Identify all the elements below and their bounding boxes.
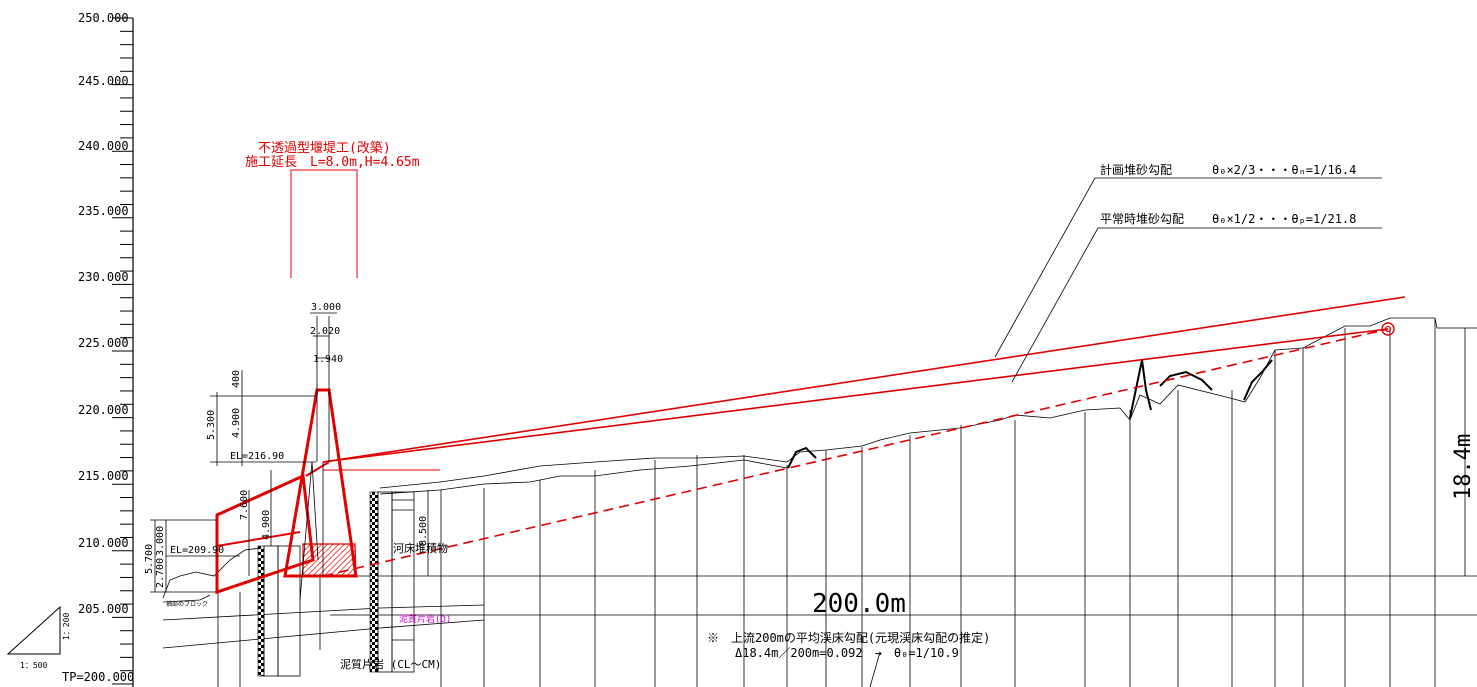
note-line1: ※ 上流200mの平均渓床勾配(元現渓床勾配の推定) <box>707 630 990 645</box>
block-label: 袖部のブロック <box>166 600 208 608</box>
dim-5300: 5.300 <box>206 410 217 440</box>
dim-4900-lower: 4.900 <box>261 510 272 540</box>
axis-label-215: 215.000 <box>78 469 129 483</box>
gradient-annotations: 計画堆砂勾配 θ₀×2/3・・・θₙ=1/16.4 平常時堆砂勾配 θ₀×1/2… <box>994 162 1382 383</box>
axis-label-200: TP=200.000 <box>62 670 134 684</box>
dim-left-3000: 3.000 <box>155 526 166 556</box>
normal-gradient-formula: θ₀×1/2・・・θₚ=1/21.8 <box>1212 212 1356 226</box>
axis-label-205: 205.000 <box>78 602 129 616</box>
geology-labels: 河床堆積物 泥質片岩 (CL～CM) 泥質片岩(D) 袖部のブロック <box>166 541 451 671</box>
station-lines <box>217 318 1436 687</box>
mudstone-label: 泥質片岩 (CL～CM) <box>340 657 441 671</box>
axis-ticks <box>112 17 133 685</box>
dim-400: 400 <box>231 370 242 388</box>
span-200m: 200.0m <box>812 589 906 619</box>
dam-structure <box>215 388 358 601</box>
normal-gradient-line <box>322 328 1389 463</box>
pink-geology-label: 泥質片岩(D) <box>399 613 451 625</box>
crest-elevation: EL=216.90 <box>230 451 284 462</box>
axis-label-245: 245.000 <box>78 74 129 88</box>
note-line2: Δ18.4m／200m=0.092 → θ₀=1/10.9 <box>735 646 959 660</box>
riverbed-deposit-label: 河床堆積物 <box>393 541 448 555</box>
normal-gradient-label: 平常時堆砂勾配 <box>1100 212 1184 226</box>
axis-label-235: 235.000 <box>78 204 129 218</box>
elevation-axis: 250.000 245.000 240.000 235.000 230.000 … <box>62 11 134 687</box>
axis-label-240: 240.000 <box>78 139 129 153</box>
riverbed-gradient-line <box>322 328 1389 577</box>
planned-gradient-line <box>322 296 1406 463</box>
ground-profile <box>162 317 1477 650</box>
axis-label-250: 250.000 <box>78 11 129 25</box>
planned-gradient-label: 計画堆砂勾配 <box>1100 162 1172 177</box>
dim-3000: 3.000 <box>311 302 341 313</box>
dam-wing <box>215 473 315 595</box>
axis-label-230: 230.000 <box>78 270 129 284</box>
rise-18-4m: 18.4m <box>1451 434 1476 500</box>
planned-gradient-formula: θ₀×2/3・・・θₙ=1/16.4 <box>1212 163 1356 177</box>
dim-2020: 2.020 <box>310 326 340 337</box>
axis-label-220: 220.000 <box>78 403 129 417</box>
dim-7600: 7.600 <box>239 490 250 520</box>
dam-body <box>283 388 358 578</box>
vertical-scale-label: 1：200 <box>62 613 71 640</box>
dim-8500: 8.500 <box>418 516 429 546</box>
borehole-logs <box>257 491 415 677</box>
dim-1940: 1.940 <box>313 354 343 365</box>
sediment-gradient-lines <box>322 296 1406 577</box>
horizontal-scale-label: 1：500 <box>20 661 47 670</box>
axis-label-225: 225.000 <box>78 336 129 350</box>
dim-left-2700: 2.700 <box>155 558 166 588</box>
dimension-annotations: 3.000 2.020 1.940 400 4.900 5.300 EL=216… <box>144 302 1476 619</box>
note-block: ※ 上流200mの平均渓床勾配(元現渓床勾配の推定) Δ18.4m／200m=0… <box>707 630 990 687</box>
dam-title-line2: 施工延長 L=8.0m,H=4.65m <box>245 155 420 170</box>
axis-label-210: 210.000 <box>78 536 129 550</box>
downstream-elevation: EL=209.90 <box>170 545 224 556</box>
scale-triangle: 1：200 1：500 <box>6 605 71 670</box>
dim-4900-upper: 4.900 <box>231 408 242 438</box>
dim-left-5700: 5.700 <box>144 544 155 574</box>
dam-title: 不透過型堰堤工(改築) 施工延長 L=8.0m,H=4.65m <box>245 141 420 278</box>
dam-title-line1: 不透過型堰堤工(改築) <box>258 141 391 156</box>
